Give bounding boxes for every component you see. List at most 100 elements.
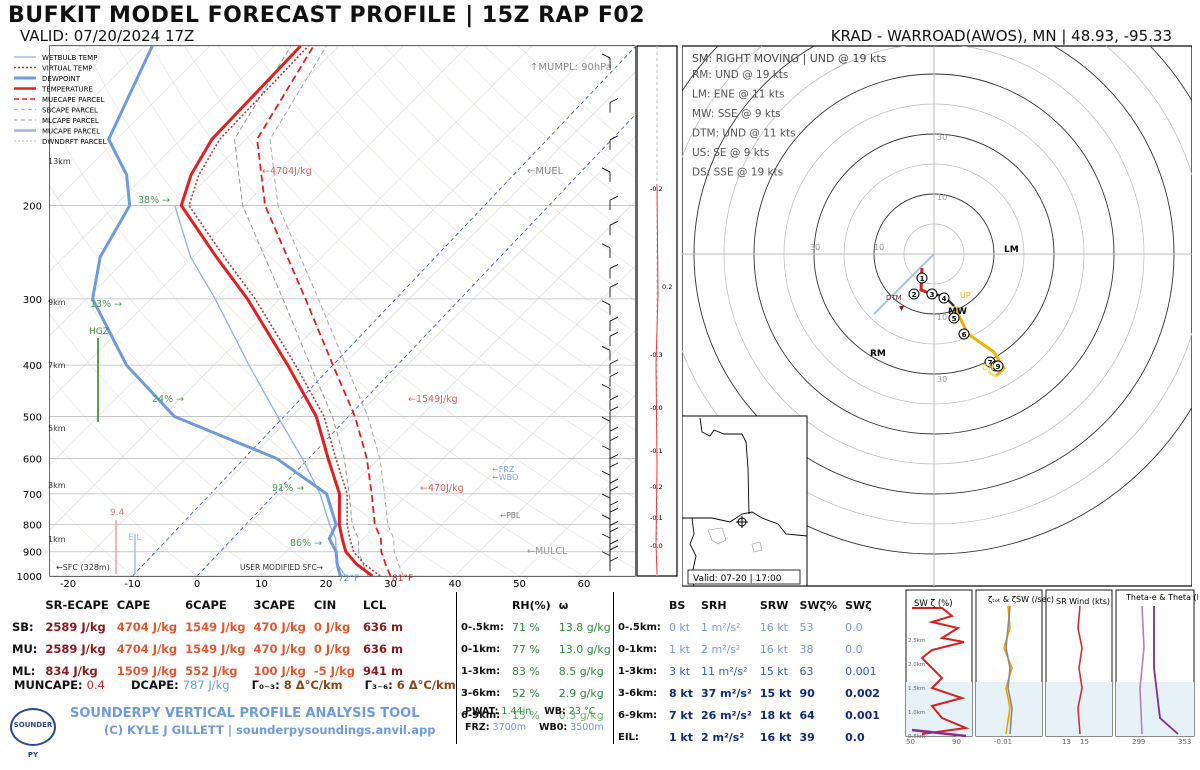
temperature-tick: 10 xyxy=(255,579,268,590)
pressure-axis: 200 300 400 500 600 700 800 900 1000 xyxy=(17,202,42,583)
wind-barb-flag xyxy=(609,359,619,365)
skewt-background xyxy=(50,46,635,576)
footer-title: SOUNDERPY VERTICAL PROFILE ANALYSIS TOOL xyxy=(70,706,420,721)
isotherm-line xyxy=(325,265,635,576)
pressure-tick: 300 xyxy=(23,295,42,306)
pressure-tick: 600 xyxy=(23,454,42,465)
isotherm-line xyxy=(390,330,635,576)
dry-adiabat xyxy=(50,251,391,576)
dcape-label: DCAPE: xyxy=(130,678,179,692)
temperature-tick: 40 xyxy=(449,579,462,590)
wind-barb-flag xyxy=(609,264,619,269)
height-marker-label: 1 xyxy=(920,275,925,283)
g36-value: 6 Δ°C/km xyxy=(396,678,456,692)
table-cell: 11 m²/s² xyxy=(701,664,748,678)
rh-86-label: 86% → xyxy=(290,538,322,549)
height-tick: 13km xyxy=(48,157,71,166)
height-marker xyxy=(958,328,970,340)
row-label: 3-6km: xyxy=(461,687,501,699)
pressure-tick: 400 xyxy=(23,361,42,372)
omega-label: -0.2 xyxy=(650,185,663,193)
table-cell: 37 m²/s² xyxy=(701,686,752,700)
dry-adiabat xyxy=(250,46,635,397)
wind-barb-flag xyxy=(609,454,619,459)
height-marker xyxy=(938,292,950,304)
table-cell: 15 kt xyxy=(759,686,792,700)
table-cell: 7 kt xyxy=(668,708,693,722)
muncape-value: 0.4 xyxy=(86,678,105,692)
table-cell: 1549 J/kg xyxy=(185,642,246,656)
ring-label: 10 xyxy=(874,243,884,252)
map-valid-label: Valid: 07-20 | 17:00 xyxy=(693,574,782,584)
muecape-parcel-curve xyxy=(256,46,392,576)
height-marker-label: 4 xyxy=(942,295,947,303)
cape-470-label: ←470J/kg xyxy=(420,483,464,494)
omega-curve xyxy=(655,183,659,575)
skewt-legend: WETBULB TEMP VIRTUAL TEMP DEWPOINT TEMPERAT… xyxy=(14,54,107,146)
theta-e-curve xyxy=(1153,606,1179,735)
temperature-tick: -10 xyxy=(124,579,140,590)
extra-params: MUNCAPE: 0.4 DCAPE: 787 J/kg Γ₀₋₃: 8 Δ°C… xyxy=(14,678,456,692)
wind-barb-flag xyxy=(601,514,611,520)
wind-barb-flag xyxy=(609,436,619,442)
height-marker-label: 5 xyxy=(952,315,957,323)
freezing-isotherm xyxy=(132,46,635,576)
legend-label: WETBULB TEMP xyxy=(42,54,97,62)
wind-barb-flag xyxy=(609,395,619,401)
wind-barb-flag xyxy=(601,300,611,306)
omega-label: -0.1 xyxy=(650,447,663,455)
ring-label: 30 xyxy=(937,375,947,384)
mini-plot-area: 2.5km 2.0km 1.5km 1.0km 0.5km xyxy=(905,589,1195,740)
storm-motion-line-text: LM: ENE @ 11 kts xyxy=(692,89,784,101)
table-cell: 16 kt xyxy=(759,730,792,744)
hodo-segment-3-6km xyxy=(952,305,1006,378)
height-marker xyxy=(948,312,960,324)
srwind-tick-low: 13 xyxy=(1062,738,1071,746)
row-label: ML: xyxy=(12,664,36,678)
table-cell: 83 % xyxy=(511,664,540,678)
dry-adiabat xyxy=(50,314,327,576)
height-axis: 13km 9km 7km 5km 3km 1km xyxy=(48,157,71,544)
table-cell: 13.8 g/kg xyxy=(558,620,611,634)
sfc-dewpoint-label: 72°F xyxy=(338,574,359,584)
g03-value: 8 Δ°C/km xyxy=(283,678,343,692)
table-cell: 90 xyxy=(799,686,815,700)
legend-label: TEMPERATURE xyxy=(41,86,93,94)
table-cell: 0.0 xyxy=(845,642,863,656)
wind-barb-flag xyxy=(601,470,611,476)
dry-adiabat xyxy=(217,46,635,431)
wind-barb-flag xyxy=(609,539,619,545)
th-srw: SRW xyxy=(759,598,789,612)
wind-barb-flag xyxy=(609,426,619,432)
temperature-tick: 20 xyxy=(320,579,333,590)
pressure-tick: 700 xyxy=(23,490,42,501)
table-cell: 52 % xyxy=(511,686,540,700)
virtual-temp-curve xyxy=(188,46,381,576)
table-cell: 0.002 xyxy=(845,686,880,700)
height-marker xyxy=(916,272,928,284)
pwat-label: PWAT: xyxy=(465,706,499,717)
th-swz-pct: SWζ% xyxy=(799,598,838,612)
pbl-label: ←PBL xyxy=(500,511,521,520)
table-cell: 3 kt xyxy=(668,664,691,678)
legend-label: MLCAPE PARCEL xyxy=(42,117,99,125)
th-cin: CIN xyxy=(313,598,337,612)
mini-plots: 2.5km 2.0km 1.5km 1.0km 0.5km SW ζ (%) ζₜₒₜ … xyxy=(905,589,1198,746)
sfc-label: ←SFC (328m) xyxy=(56,563,110,572)
ring-label: 10 xyxy=(937,193,947,202)
dry-adiabat xyxy=(384,46,635,270)
temperature-curve xyxy=(179,46,374,576)
lm-marker: LM xyxy=(1004,245,1019,255)
th-swz: SWζ xyxy=(845,598,872,612)
thermo-table-panel: SR-ECAPE CAPE 6CAPE 3CAPE CIN LCL SB: 25… xyxy=(8,592,456,700)
table-cell: 1 kt xyxy=(668,730,693,744)
table-cell: 71 % xyxy=(511,620,540,634)
th-lcl: LCL xyxy=(363,598,387,612)
table-cell: 470 J/kg xyxy=(253,620,306,634)
pressure-tick: 1000 xyxy=(17,572,42,583)
dry-adiabat xyxy=(351,46,635,301)
zeta-total-curve xyxy=(1003,605,1013,735)
height-marker xyxy=(926,288,938,300)
mini-height-tick: 1.5km xyxy=(908,686,925,692)
